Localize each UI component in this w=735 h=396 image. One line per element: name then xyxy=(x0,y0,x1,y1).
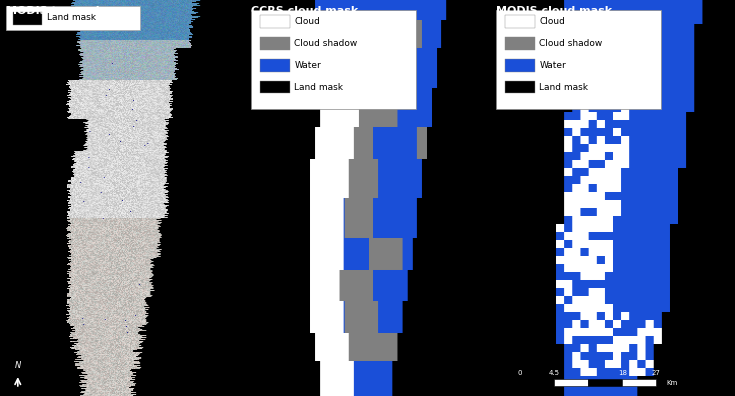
Bar xyxy=(495,10,662,109)
Text: 18: 18 xyxy=(617,370,627,376)
Text: Cloud shadow: Cloud shadow xyxy=(295,39,358,48)
Bar xyxy=(506,15,534,28)
Bar xyxy=(554,379,588,386)
Bar xyxy=(520,379,554,386)
Text: CCRS cloud mask: CCRS cloud mask xyxy=(251,6,358,16)
Bar xyxy=(506,37,534,50)
Text: 4.5: 4.5 xyxy=(548,370,559,376)
Bar xyxy=(506,81,534,93)
Text: 0: 0 xyxy=(517,370,522,376)
Text: Land mask: Land mask xyxy=(47,13,96,22)
Bar xyxy=(506,59,534,72)
Text: 9: 9 xyxy=(586,370,590,376)
Text: Cloud: Cloud xyxy=(295,17,320,26)
Bar xyxy=(6,6,140,30)
Bar xyxy=(588,379,623,386)
Text: Cloud: Cloud xyxy=(539,17,565,26)
Bar xyxy=(260,59,290,72)
Text: Km: Km xyxy=(666,379,678,386)
Bar xyxy=(13,12,42,25)
Text: Water: Water xyxy=(539,61,566,70)
Bar xyxy=(260,37,290,50)
Bar xyxy=(251,10,416,109)
Bar xyxy=(623,379,656,386)
Text: MODIS true color: MODIS true color xyxy=(6,6,112,16)
Text: Cloud shadow: Cloud shadow xyxy=(539,39,603,48)
Text: Land mask: Land mask xyxy=(295,83,343,91)
Text: Land mask: Land mask xyxy=(539,83,589,91)
Bar xyxy=(260,81,290,93)
Text: N: N xyxy=(15,361,21,370)
Bar xyxy=(260,15,290,28)
Text: MODIS cloud mask: MODIS cloud mask xyxy=(495,6,612,16)
Text: 27: 27 xyxy=(652,370,661,376)
Text: Water: Water xyxy=(295,61,321,70)
